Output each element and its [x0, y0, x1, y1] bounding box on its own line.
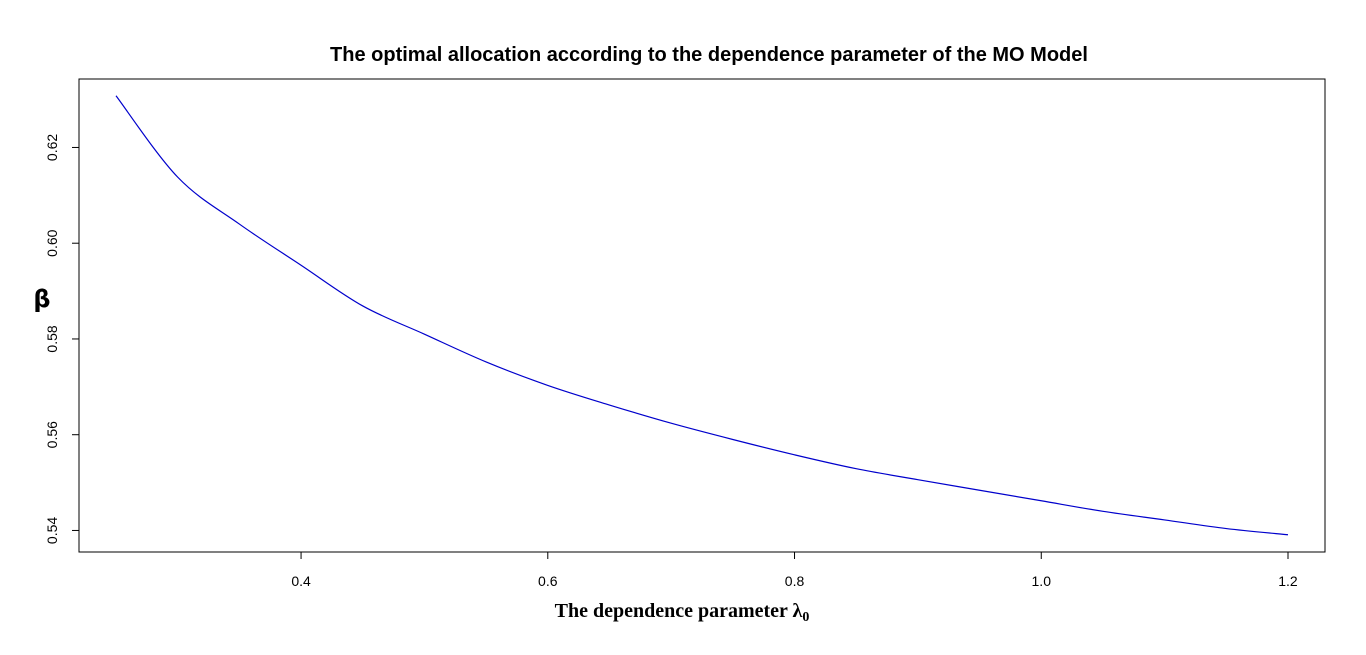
y-axis-ticks: 0.54 0.56 0.58 0.60 0.62	[44, 134, 79, 544]
x-tick-label: 0.4	[291, 573, 311, 589]
x-tick-label: 0.6	[538, 573, 558, 589]
x-tick-label: 1.2	[1278, 573, 1298, 589]
y-tick-label: 0.62	[44, 134, 60, 161]
x-axis-label-text: The dependence parameter λ	[555, 600, 803, 622]
chart-title: The optimal allocation according to the …	[330, 44, 1088, 66]
x-axis-label-subscript: 0	[802, 610, 809, 625]
y-tick-label: 0.58	[44, 325, 60, 352]
x-axis-ticks: 0.4 0.6 0.8 1.0 1.2	[291, 552, 1298, 589]
y-tick-label: 0.56	[44, 421, 60, 448]
y-axis-label: β	[33, 285, 50, 313]
x-axis-label: The dependence parameter λ0	[555, 600, 810, 625]
x-tick-label: 1.0	[1032, 573, 1052, 589]
y-tick-label: 0.54	[44, 517, 60, 544]
x-tick-label: 0.8	[785, 573, 805, 589]
series-line	[115, 95, 1289, 536]
y-tick-label: 0.60	[44, 229, 60, 256]
